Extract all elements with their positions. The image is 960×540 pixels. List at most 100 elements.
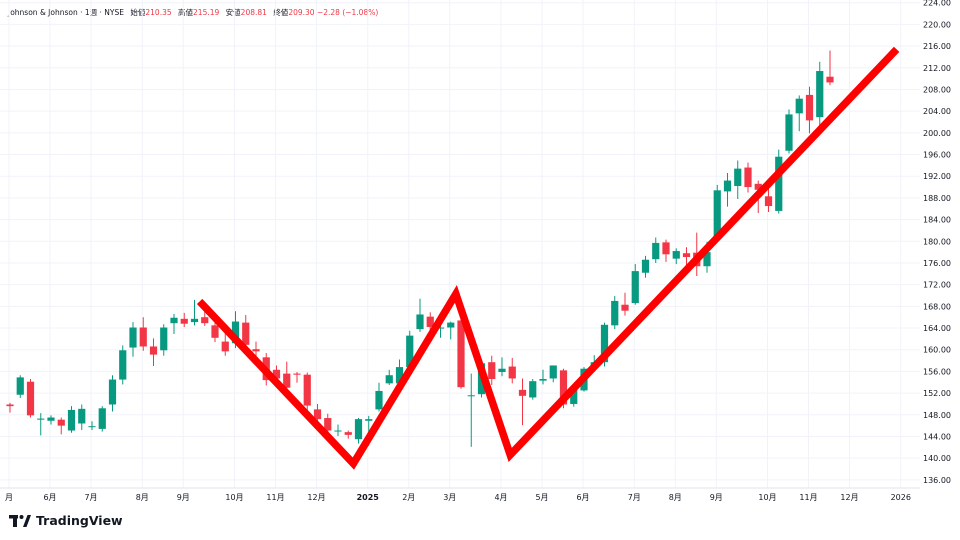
brand-name: TradingView — [36, 513, 123, 528]
y-tick-label: 164.00 — [923, 324, 951, 333]
x-tick-label: 6月 — [43, 493, 56, 502]
y-tick-label: 136.00 — [923, 476, 951, 485]
candle-body — [149, 346, 158, 355]
candle-body — [447, 322, 455, 328]
candle-body — [324, 418, 332, 431]
candle-body — [539, 379, 547, 381]
candle-body — [129, 327, 137, 348]
candle-body — [662, 242, 670, 255]
x-tick-label: 5月 — [535, 493, 548, 502]
candle — [641, 255, 650, 278]
candle — [272, 365, 281, 379]
candle-body — [313, 409, 322, 420]
x-tick-label: 7月 — [84, 493, 97, 502]
candle — [508, 357, 516, 384]
candle-body — [57, 419, 65, 426]
x-tick-label: 12月 — [307, 493, 325, 502]
candle-body — [365, 419, 373, 421]
chart-header: Johnson & Johnson · 1週 · NYSE 始値210.35 高… — [8, 7, 378, 18]
x-tick-label: 3月 — [443, 493, 456, 502]
candle — [88, 421, 96, 430]
candle — [139, 317, 147, 351]
candle-body — [283, 373, 291, 388]
x-tick-label: 8月 — [669, 493, 682, 502]
candle-body — [754, 183, 762, 190]
candle — [180, 312, 188, 327]
candle — [160, 324, 168, 356]
y-tick-label: 196.00 — [923, 151, 951, 160]
candle — [242, 315, 250, 346]
candle — [467, 373, 475, 447]
candle-body — [518, 389, 527, 396]
candle-body — [293, 373, 301, 375]
candle — [764, 188, 773, 213]
y-tick-label: 224.00 — [923, 0, 951, 8]
y-tick-label: 144.00 — [923, 432, 951, 441]
candle-body — [16, 377, 24, 395]
candle — [621, 292, 629, 316]
y-tick-label: 156.00 — [923, 367, 951, 376]
candle-body — [160, 327, 168, 351]
candle — [375, 382, 383, 412]
candle-body — [67, 409, 76, 431]
change-value: −2.28 (−1.08%) — [316, 8, 379, 17]
candle-body — [26, 381, 35, 416]
candle — [734, 160, 742, 199]
candle-body — [775, 156, 783, 211]
candle-body — [826, 76, 834, 83]
y-tick-label: 160.00 — [923, 346, 951, 355]
close-value: 209.30 — [288, 8, 315, 17]
candle-body — [436, 327, 445, 329]
candle — [47, 415, 55, 425]
candle — [457, 313, 465, 389]
candle — [344, 430, 352, 439]
candle — [662, 239, 670, 262]
candle-body — [713, 190, 721, 237]
candle-body — [78, 408, 86, 424]
candle — [682, 247, 691, 267]
candle-body — [600, 324, 609, 363]
candle-body — [98, 408, 106, 429]
candle — [16, 375, 24, 398]
candle — [488, 355, 496, 385]
time-axis[interactable]: 月 6月 7月 8月 9月 10月 11月 12月 2025 2月 3月 4月 5月 6月 7月 8月 9月 10… — [0, 487, 920, 502]
candle-body — [672, 251, 680, 259]
candle-body — [508, 366, 516, 379]
candle-body — [641, 259, 650, 273]
price-axis[interactable]: 136.00 140.00 144.00 148.00 152.00 156.00 160.… — [923, 0, 951, 485]
y-tick-label: 212.00 — [923, 64, 951, 73]
candle — [775, 149, 783, 214]
x-tick-label: 2026 — [891, 493, 911, 502]
candle — [293, 371, 301, 383]
candle-body — [180, 318, 188, 324]
candle — [498, 357, 506, 377]
y-tick-label: 168.00 — [923, 302, 951, 311]
x-tick-label: 10月 — [758, 493, 776, 502]
y-tick-label: 148.00 — [923, 411, 951, 420]
candle-body — [764, 196, 773, 207]
candle-body — [559, 370, 568, 405]
candle — [416, 298, 424, 332]
candle-body — [467, 395, 475, 397]
candle-body — [344, 432, 352, 435]
x-tick-label: 4月 — [494, 493, 507, 502]
brand-logo[interactable]: TradingView — [9, 513, 123, 528]
candle — [57, 417, 65, 435]
candle-body — [703, 252, 711, 267]
candle-body — [190, 318, 199, 323]
candle — [805, 86, 814, 134]
y-tick-label: 140.00 — [923, 454, 951, 463]
y-tick-label: 204.00 — [923, 107, 951, 116]
candle — [549, 365, 557, 383]
candle-body — [37, 418, 45, 420]
x-tick-label: 8月 — [136, 493, 149, 502]
candle — [108, 375, 117, 412]
candle — [713, 184, 721, 240]
tradingview-logo-icon — [9, 514, 31, 527]
x-tick-label: 10月 — [225, 493, 243, 502]
candle — [98, 406, 106, 432]
candle — [129, 322, 137, 357]
y-tick-label: 192.00 — [923, 172, 951, 181]
candle-body — [119, 350, 127, 380]
